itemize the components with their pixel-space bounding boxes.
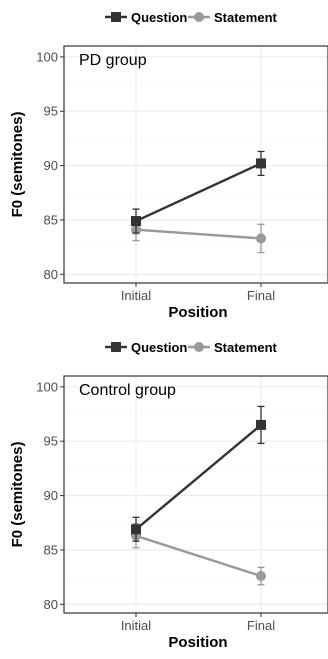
legend: Question Statement bbox=[105, 10, 278, 25]
x-axis-title: Position bbox=[168, 304, 227, 321]
legend-key-circle-marker bbox=[194, 12, 204, 22]
legend-label-statement: Statement bbox=[214, 340, 278, 355]
x-tick-label: Initial bbox=[121, 288, 151, 303]
chart-svg: Question Statement 80 85 90 95 100 F0 (semitone… bbox=[9, 10, 328, 321]
y-tick-label: 95 bbox=[44, 434, 58, 449]
legend-label-question: Question bbox=[131, 340, 187, 355]
legend-label-question: Question bbox=[131, 10, 187, 25]
y-axis: 80 85 90 95 100 bbox=[36, 379, 64, 612]
y-tick-label: 95 bbox=[44, 104, 58, 119]
gridlines bbox=[64, 46, 328, 283]
gridlines bbox=[64, 376, 328, 613]
panel-annotation: PD group bbox=[79, 52, 147, 69]
legend: Question Statement bbox=[105, 340, 278, 355]
y-tick-label: 85 bbox=[44, 542, 58, 557]
series-line-question bbox=[135, 424, 262, 531]
x-axis: Initial Final bbox=[121, 613, 275, 633]
legend-key-circle-marker bbox=[194, 342, 204, 352]
series-question bbox=[131, 150, 266, 234]
plot-border bbox=[63, 375, 328, 614]
y-axis-title: F0 (semitones) bbox=[9, 112, 26, 218]
y-tick-label: 90 bbox=[44, 488, 58, 503]
y-axis: 80 85 90 95 100 bbox=[36, 49, 64, 282]
data-point-square bbox=[256, 158, 266, 169]
series-line-statement bbox=[135, 534, 262, 578]
data-point-circle bbox=[256, 571, 266, 582]
x-tick-label: Final bbox=[247, 618, 275, 633]
legend-label-statement: Statement bbox=[214, 10, 278, 25]
chart-panel-control: Question Statement 80 85 90 95 100 F0 (semitone… bbox=[0, 330, 328, 659]
y-tick-label: 80 bbox=[44, 597, 58, 612]
data-point-square bbox=[131, 216, 141, 227]
chart-svg: Question Statement 80 85 90 95 100 F0 (semitone… bbox=[9, 340, 328, 651]
x-tick-label: Final bbox=[247, 288, 275, 303]
series-question bbox=[131, 405, 266, 542]
series-line-statement bbox=[135, 228, 262, 240]
legend-key-square-marker bbox=[111, 12, 121, 22]
data-point-square bbox=[256, 419, 266, 430]
plot-border bbox=[63, 45, 328, 284]
y-tick-label: 90 bbox=[44, 158, 58, 173]
data-point-circle bbox=[256, 233, 266, 244]
x-axis-title: Position bbox=[168, 634, 227, 651]
data-point-square bbox=[131, 524, 141, 535]
series-line-question bbox=[135, 162, 262, 223]
legend-key-square-marker bbox=[111, 342, 121, 352]
series-statement bbox=[131, 218, 266, 254]
y-tick-label: 100 bbox=[36, 379, 58, 394]
x-axis: Initial Final bbox=[121, 283, 275, 303]
y-tick-label: 80 bbox=[44, 267, 58, 282]
chart-panel-pd: Question Statement 80 85 90 95 100 F0 (semitone… bbox=[0, 0, 328, 329]
series-statement bbox=[131, 523, 266, 586]
y-tick-label: 85 bbox=[44, 212, 58, 227]
panel-annotation: Control group bbox=[79, 382, 176, 399]
y-tick-label: 100 bbox=[36, 49, 58, 64]
x-tick-label: Initial bbox=[121, 618, 151, 633]
y-axis-title: F0 (semitones) bbox=[9, 442, 26, 548]
